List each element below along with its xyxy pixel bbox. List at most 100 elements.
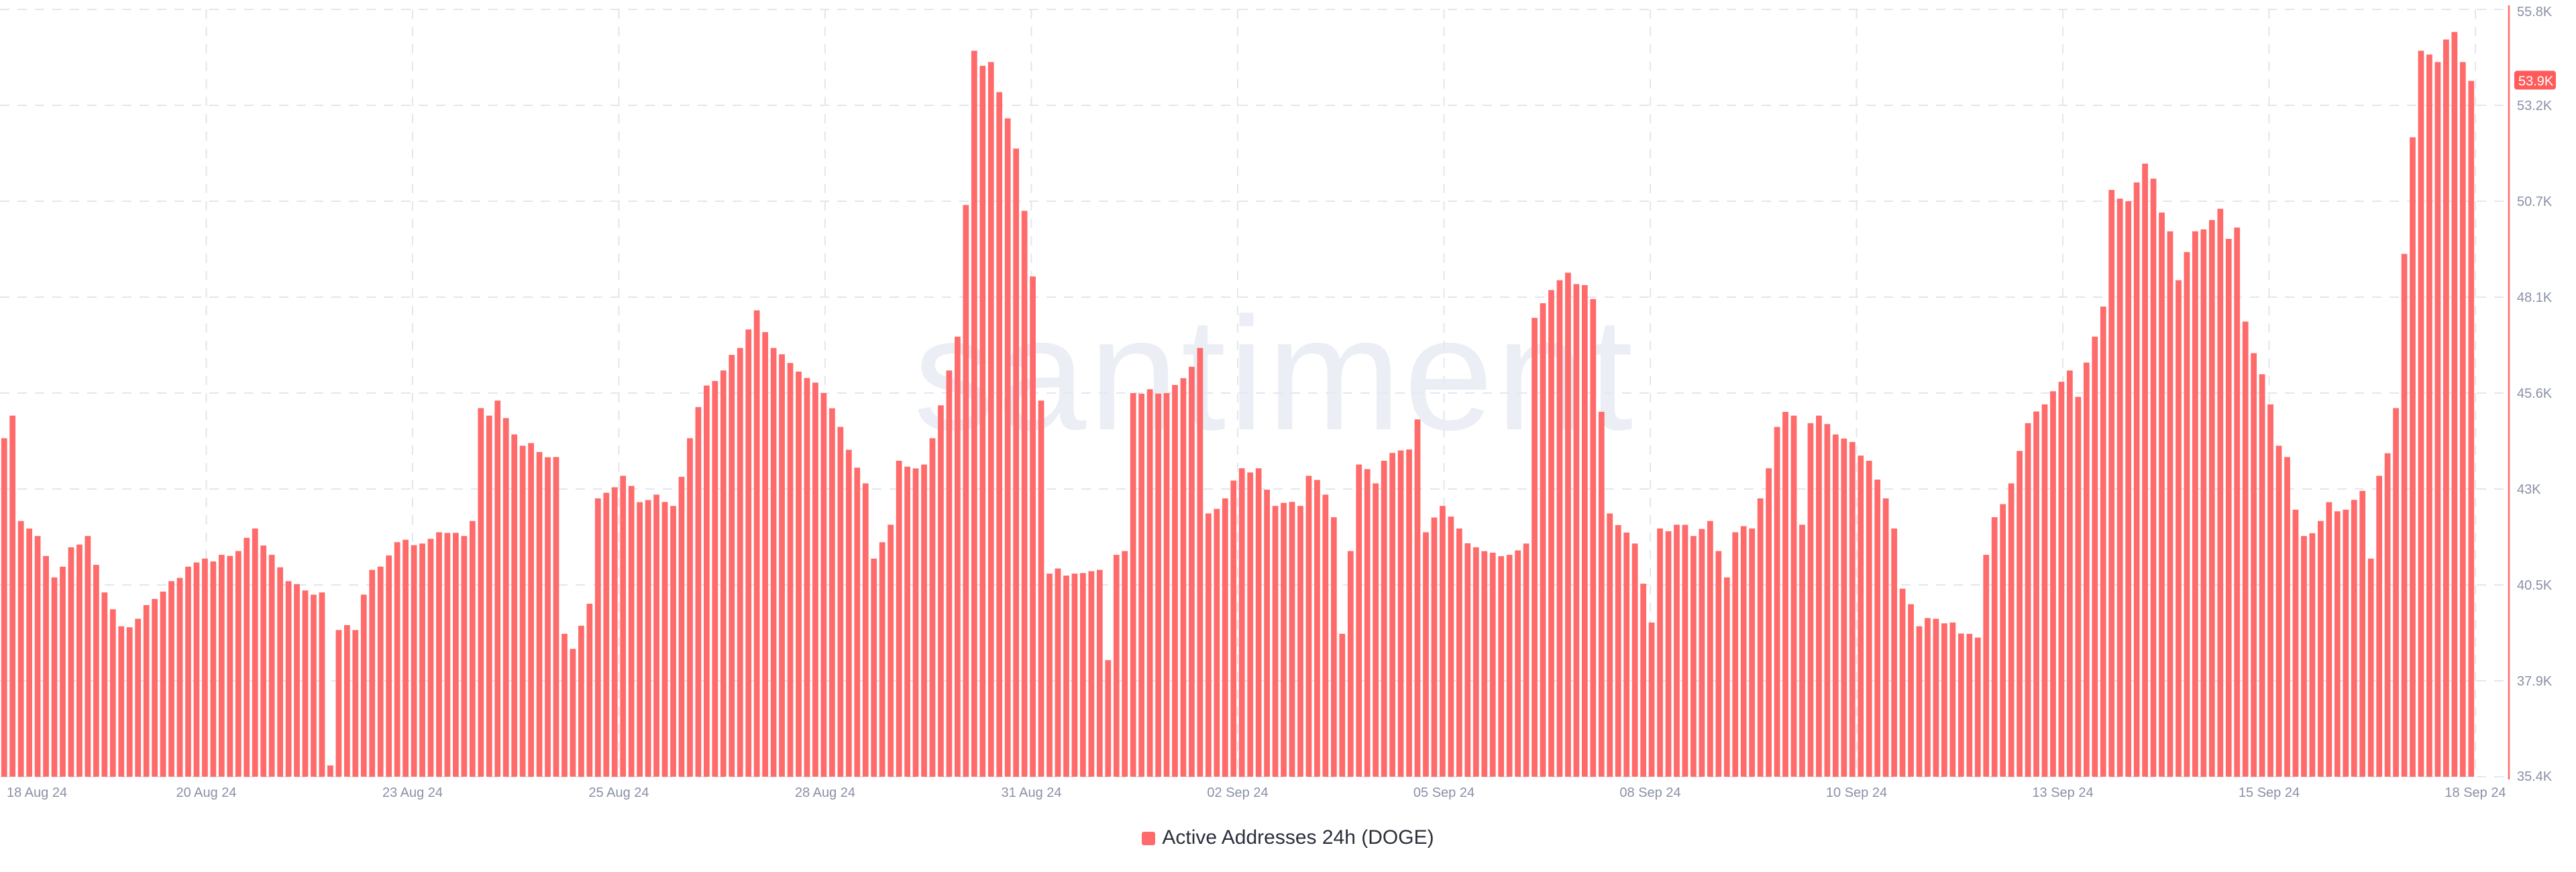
bar[interactable] <box>1373 483 1379 777</box>
bar[interactable] <box>1607 513 1613 777</box>
bar[interactable] <box>1581 285 1588 777</box>
bar[interactable] <box>1966 633 1973 777</box>
bar[interactable] <box>955 336 961 777</box>
bar[interactable] <box>311 594 317 777</box>
bar[interactable] <box>1464 543 1471 777</box>
bar[interactable] <box>620 476 627 777</box>
bar[interactable] <box>528 443 534 777</box>
bar[interactable] <box>2125 201 2132 777</box>
bar[interactable] <box>1163 393 1170 777</box>
bar[interactable] <box>812 382 818 777</box>
bar[interactable] <box>252 528 258 777</box>
bar[interactable] <box>1339 633 1346 777</box>
bar[interactable] <box>1899 588 1906 777</box>
bar[interactable] <box>1623 532 1630 777</box>
bar[interactable] <box>2443 39 2449 777</box>
bar[interactable] <box>1364 469 1371 777</box>
bar[interactable] <box>1598 411 1605 777</box>
bar[interactable] <box>1381 460 1387 777</box>
bar[interactable] <box>1858 455 1864 777</box>
bar[interactable] <box>1841 438 1847 777</box>
bar[interactable] <box>17 521 24 777</box>
bar[interactable] <box>1255 468 1262 777</box>
bar[interactable] <box>1824 424 1831 777</box>
bar[interactable] <box>2301 536 2307 777</box>
bar[interactable] <box>1532 317 1538 777</box>
bar[interactable] <box>2292 509 2299 777</box>
bar[interactable] <box>394 542 400 777</box>
bar[interactable] <box>1222 498 1228 777</box>
bar[interactable] <box>1665 531 1672 777</box>
bar[interactable] <box>929 438 936 777</box>
bar[interactable] <box>2200 229 2207 777</box>
bar[interactable] <box>611 487 618 777</box>
bar[interactable] <box>1891 528 1897 777</box>
bar[interactable] <box>1556 280 1563 777</box>
bar[interactable] <box>2033 411 2039 777</box>
bar[interactable] <box>93 565 99 777</box>
bar[interactable] <box>2275 445 2282 777</box>
bar[interactable] <box>453 533 459 777</box>
bar[interactable] <box>1699 529 1705 777</box>
bar[interactable] <box>1991 517 1998 777</box>
bar[interactable] <box>637 502 643 777</box>
bar[interactable] <box>1414 419 1421 777</box>
bar[interactable] <box>411 545 417 777</box>
bar[interactable] <box>427 539 434 777</box>
bar[interactable] <box>603 492 610 777</box>
bar[interactable] <box>904 466 910 777</box>
bar[interactable] <box>996 92 1003 777</box>
bar[interactable] <box>519 445 526 777</box>
bar[interactable] <box>1941 623 1947 777</box>
bar[interactable] <box>1908 604 1914 777</box>
bar[interactable] <box>419 543 425 777</box>
bar[interactable] <box>85 536 91 777</box>
bar[interactable] <box>779 354 785 777</box>
bar[interactable] <box>1799 525 1805 777</box>
bar[interactable] <box>1297 506 1303 777</box>
bar[interactable] <box>2426 54 2432 777</box>
bar[interactable] <box>2142 163 2148 777</box>
bar[interactable] <box>469 521 476 777</box>
bar[interactable] <box>2067 370 2073 777</box>
bar[interactable] <box>2351 500 2357 777</box>
bar[interactable] <box>628 486 635 777</box>
bar[interactable] <box>118 626 125 777</box>
bar[interactable] <box>2208 220 2215 777</box>
bar[interactable] <box>1155 393 1161 777</box>
bar[interactable] <box>2251 353 2257 777</box>
bar[interactable] <box>594 498 601 777</box>
bar[interactable] <box>1640 584 1646 777</box>
bar[interactable] <box>1214 508 1220 777</box>
bar[interactable] <box>1472 547 1479 777</box>
bar[interactable] <box>653 494 659 777</box>
bar[interactable] <box>1 438 7 777</box>
bar[interactable] <box>854 468 861 777</box>
bar[interactable] <box>670 506 676 777</box>
bar[interactable] <box>1197 347 1203 777</box>
bar[interactable] <box>804 378 810 777</box>
bar[interactable] <box>193 562 200 777</box>
bar[interactable] <box>386 555 392 777</box>
bar[interactable] <box>377 566 384 777</box>
bar[interactable] <box>244 537 250 777</box>
bar[interactable] <box>1523 543 1529 777</box>
bar[interactable] <box>486 415 492 777</box>
bar[interactable] <box>168 581 174 777</box>
bar[interactable] <box>720 370 727 777</box>
legend[interactable]: Active Addresses 24h (DOGE) <box>0 826 2576 849</box>
bar[interactable] <box>2083 362 2090 777</box>
bar[interactable] <box>369 569 376 777</box>
bar[interactable] <box>845 449 852 777</box>
bar[interactable] <box>1230 480 1237 777</box>
bar[interactable] <box>1498 556 1505 777</box>
bar[interactable] <box>796 372 802 777</box>
bar[interactable] <box>1205 513 1212 777</box>
bar[interactable] <box>1690 536 1697 777</box>
bar[interactable] <box>143 605 150 777</box>
bar[interactable] <box>135 618 142 777</box>
bar[interactable] <box>1113 555 1120 777</box>
bar[interactable] <box>2367 558 2374 777</box>
bar[interactable] <box>2410 137 2416 777</box>
bar[interactable] <box>1816 415 1822 777</box>
